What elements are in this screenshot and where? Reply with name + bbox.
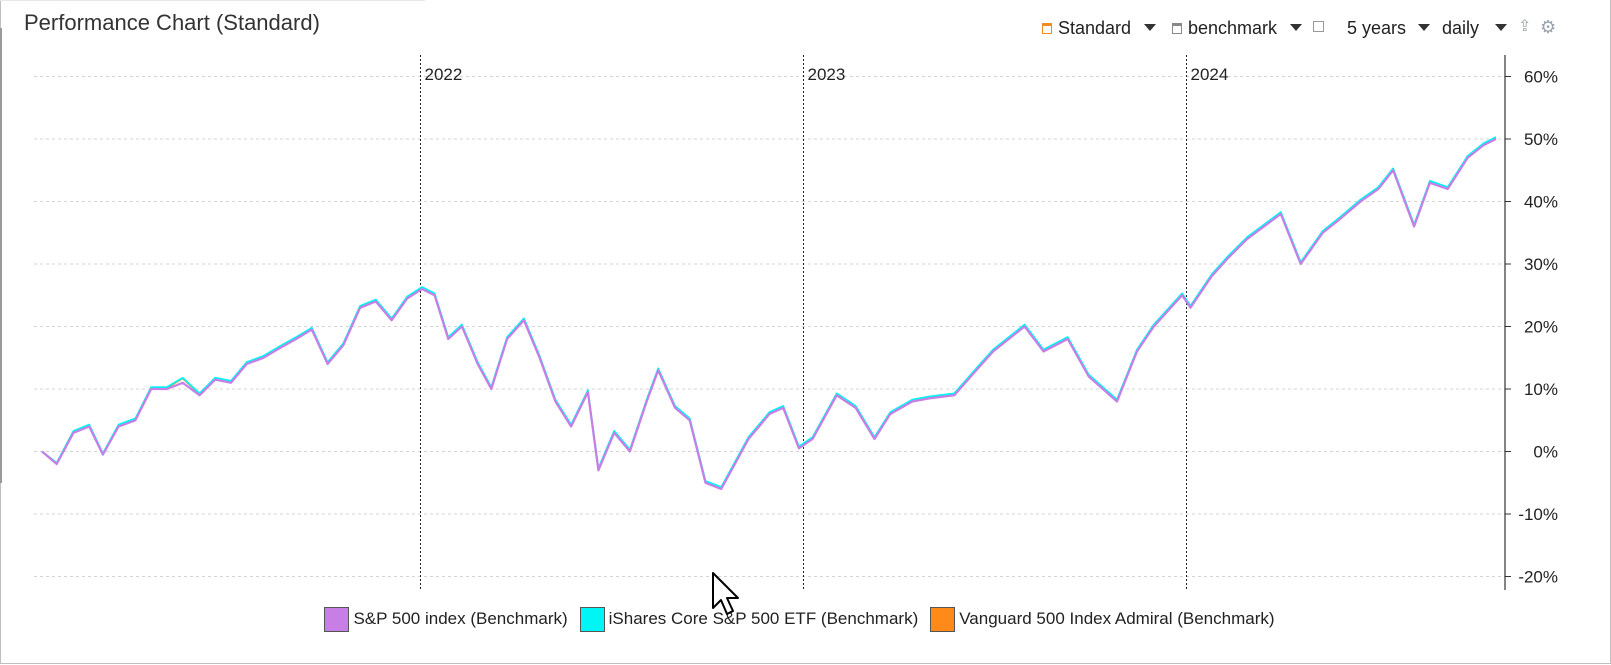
page-title: Performance Chart (Standard) bbox=[24, 10, 320, 35]
compare-value: benchmark bbox=[1188, 18, 1278, 38]
year-markers: 2022 2023 2024 bbox=[420, 55, 1229, 590]
interval-value: daily bbox=[1442, 18, 1480, 38]
legend-swatch-vanguard bbox=[930, 606, 956, 632]
y-tick-label: 10% bbox=[1524, 380, 1558, 399]
y-tick-label: 60% bbox=[1524, 68, 1558, 87]
chevron-down-icon bbox=[1418, 24, 1430, 31]
legend-label-sp500: S&P 500 index (Benchmark) bbox=[353, 609, 568, 628]
y-tick-label: 40% bbox=[1524, 193, 1558, 212]
y-tick-label: 0% bbox=[1533, 443, 1558, 462]
period-dropdown[interactable]: 5 years bbox=[1347, 18, 1406, 39]
legend-swatch-sp500 bbox=[324, 606, 350, 632]
calendar-range-icon bbox=[1313, 21, 1324, 32]
chevron-down-icon bbox=[1495, 24, 1507, 31]
y-axis: 60% 50% 40% 30% 20% 10% 0% -10% -20% bbox=[1504, 55, 1558, 590]
export-button[interactable]: ⇪ bbox=[1518, 19, 1531, 35]
settings-button[interactable]: ⚙ bbox=[1540, 18, 1556, 36]
legend-item-sp500[interactable]: S&P 500 index (Benchmark) bbox=[324, 606, 568, 632]
period-caret[interactable] bbox=[1418, 24, 1430, 31]
period-icon-button[interactable] bbox=[1313, 21, 1324, 32]
title-tab-divider bbox=[0, 0, 425, 1]
grid-lines bbox=[34, 76, 1505, 577]
year-marker-label: 2024 bbox=[1191, 65, 1229, 84]
series-line-2[interactable] bbox=[41, 136, 1497, 489]
gear-icon: ⚙ bbox=[1540, 17, 1557, 37]
legend-label-ishares: iShares Core S&P 500 ETF (Benchmark) bbox=[608, 609, 919, 628]
series-line-0[interactable] bbox=[41, 138, 1497, 491]
left-resize-handle[interactable] bbox=[0, 28, 2, 483]
legend-label-vanguard: Vanguard 500 Index Admiral (Benchmark) bbox=[959, 609, 1275, 628]
y-tick-label: -10% bbox=[1518, 505, 1558, 524]
legend-item-vanguard[interactable]: Vanguard 500 Index Admiral (Benchmark) bbox=[930, 606, 1275, 632]
y-tick-label: -20% bbox=[1518, 568, 1558, 587]
mouse-cursor-icon bbox=[712, 572, 739, 615]
chevron-down-icon bbox=[1144, 24, 1156, 31]
chevron-down-icon bbox=[1290, 24, 1302, 31]
interval-caret[interactable] bbox=[1495, 24, 1507, 31]
series-lines bbox=[41, 136, 1497, 491]
legend-item-ishares[interactable]: iShares Core S&P 500 ETF (Benchmark) bbox=[579, 606, 919, 632]
chart-legend: S&P 500 index (Benchmark) iShares Core S… bbox=[0, 604, 1611, 634]
year-marker-label: 2023 bbox=[808, 65, 846, 84]
chart-type-value: Standard bbox=[1058, 18, 1132, 38]
compare-icon bbox=[1172, 23, 1182, 34]
y-tick-label: 20% bbox=[1524, 318, 1558, 337]
export-icon: ⇪ bbox=[1518, 18, 1532, 35]
chart-type-dropdown[interactable]: Standard bbox=[1042, 18, 1131, 39]
chart-toolbar: Standard benchmark 5 years daily ⇪ ⚙ bbox=[0, 18, 1611, 42]
performance-chart[interactable]: 2022 2023 2024 60% 50% 40% 30% 20% 10% 0% -10% -20… bbox=[0, 0, 1611, 600]
legend-swatch-ishares bbox=[579, 606, 605, 632]
interval-dropdown[interactable]: daily bbox=[1442, 18, 1479, 39]
y-tick-label: 50% bbox=[1524, 130, 1558, 149]
chart-type-icon bbox=[1042, 23, 1052, 34]
year-marker-label: 2022 bbox=[425, 65, 463, 84]
chart-type-caret[interactable] bbox=[1144, 24, 1156, 31]
y-tick-label: 30% bbox=[1524, 255, 1558, 274]
series-line-1[interactable] bbox=[41, 136, 1497, 489]
compare-caret[interactable] bbox=[1290, 24, 1302, 31]
compare-dropdown[interactable]: benchmark bbox=[1172, 18, 1277, 39]
period-value: 5 years bbox=[1347, 18, 1407, 38]
